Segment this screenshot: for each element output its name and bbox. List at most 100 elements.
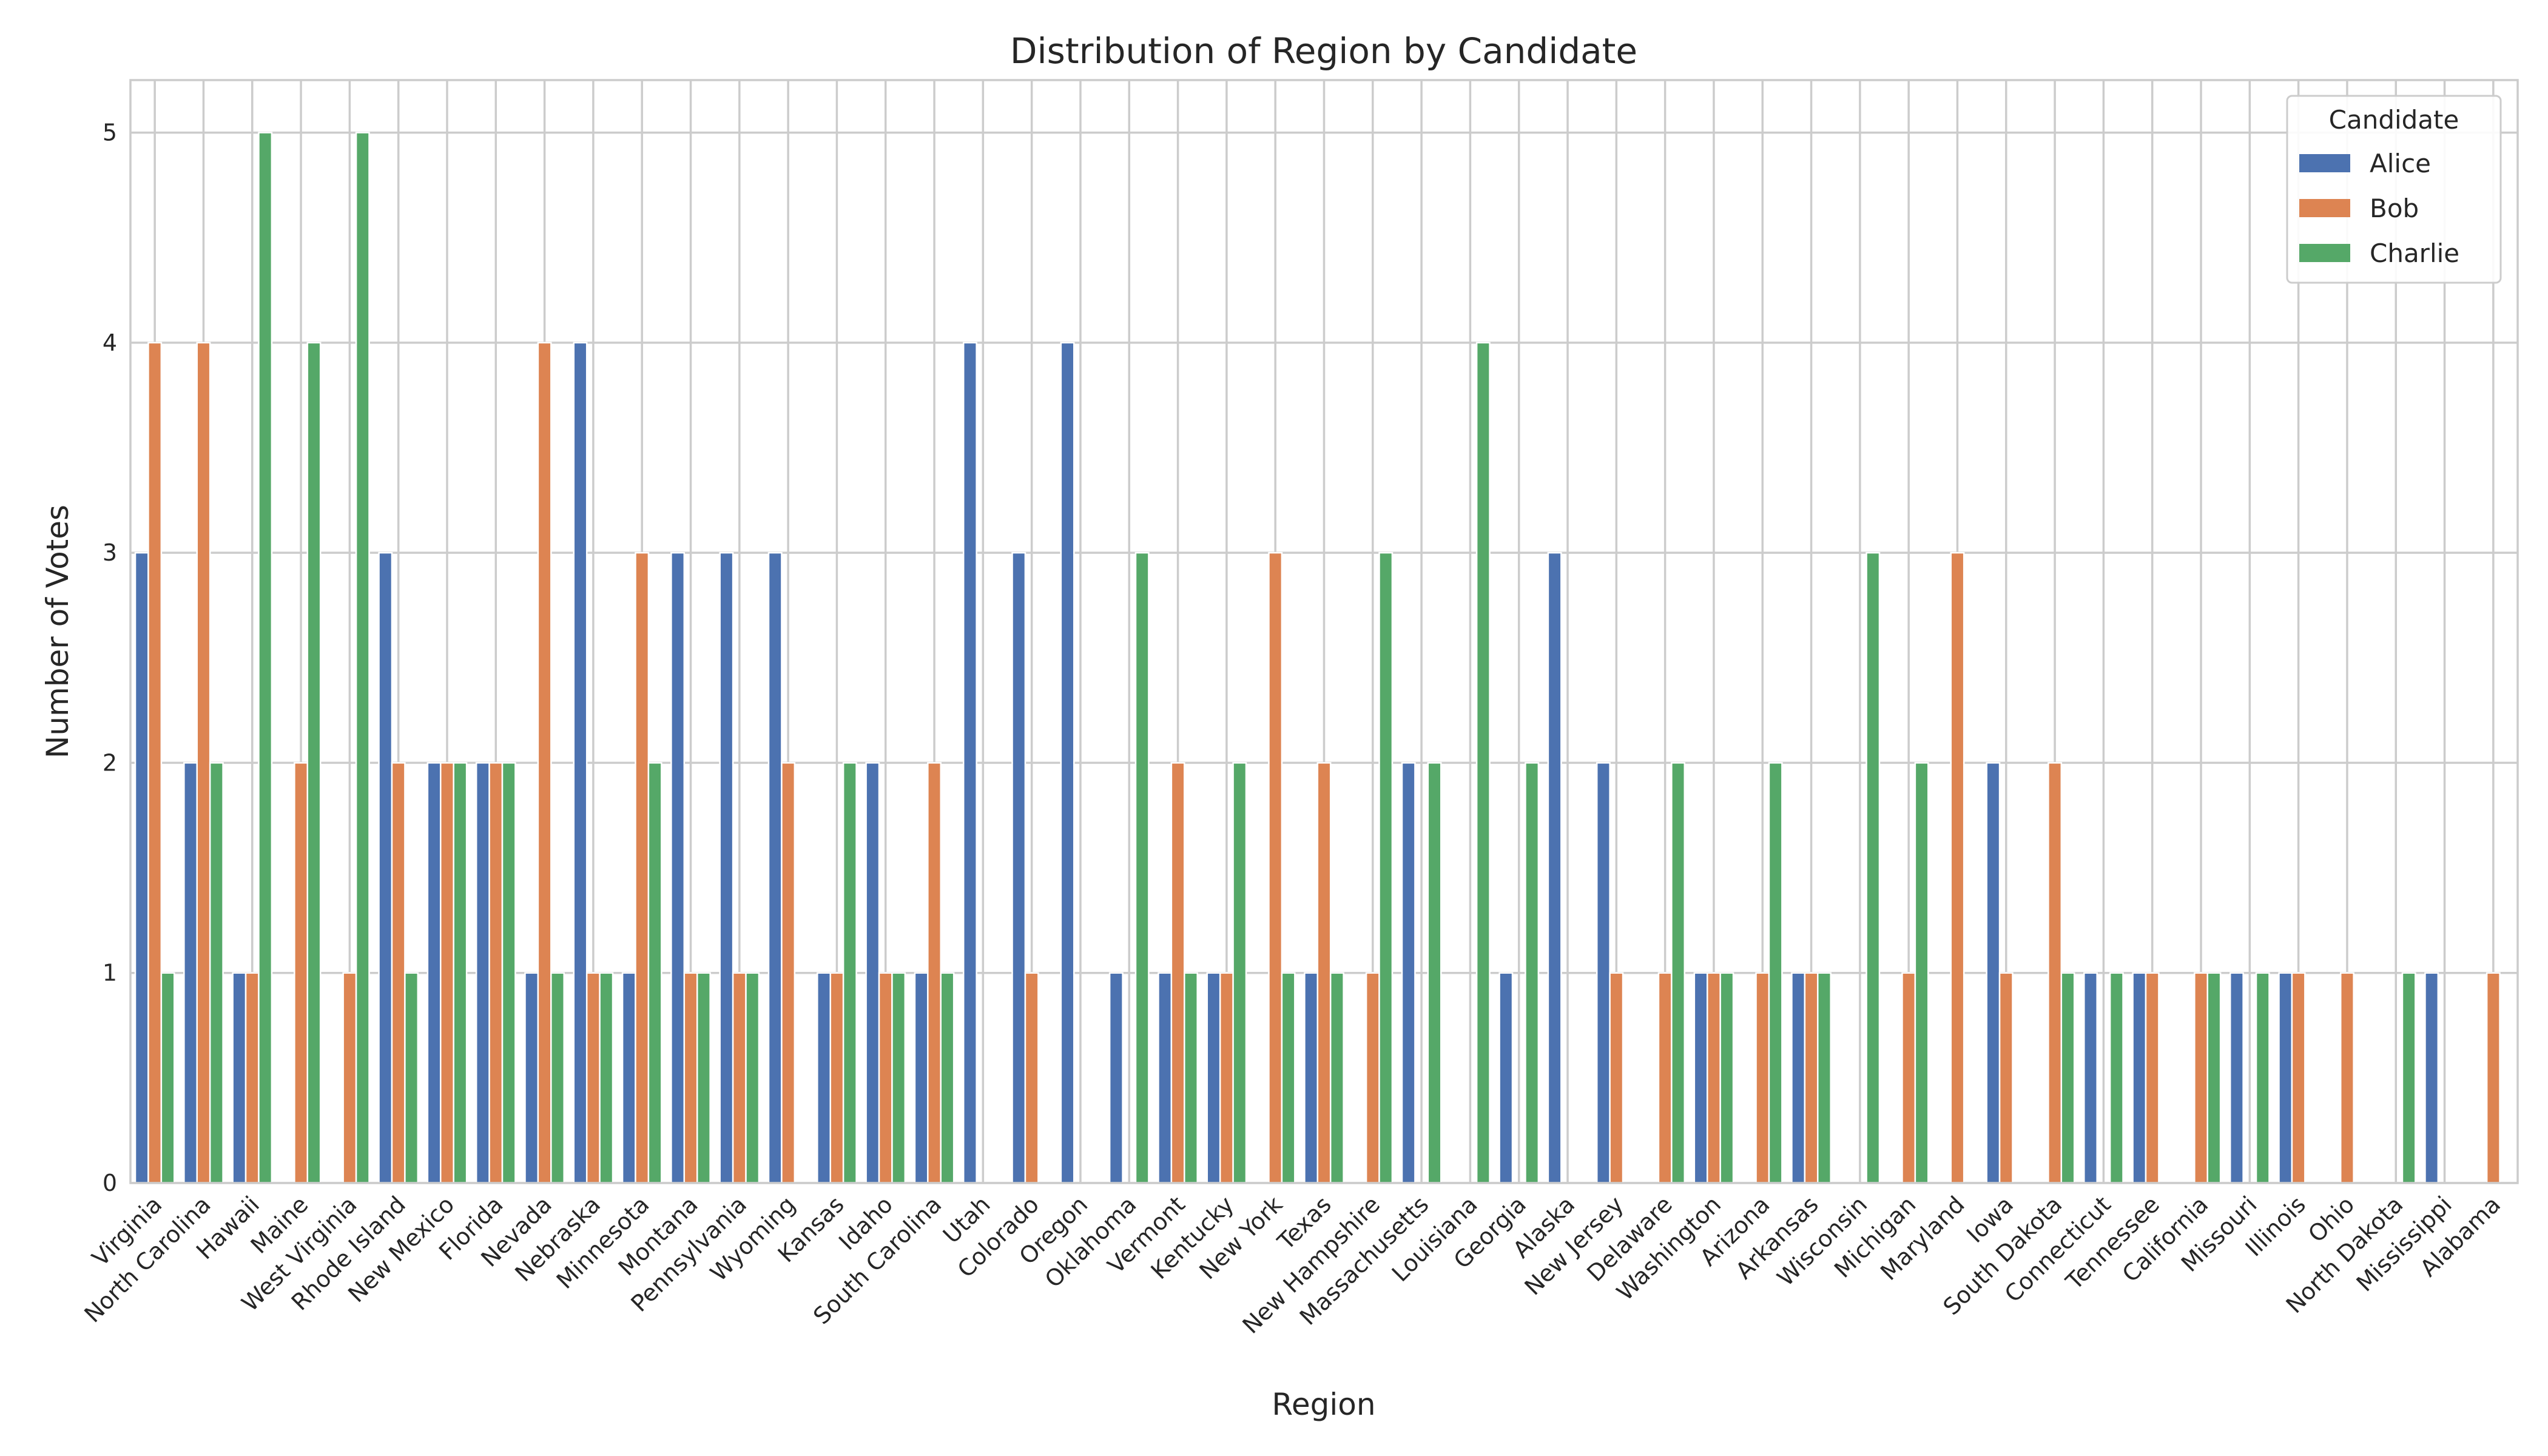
bar-charlie xyxy=(1525,762,1540,1184)
bar-charlie xyxy=(599,972,614,1184)
bar-alice xyxy=(1986,762,2001,1184)
bar-bob xyxy=(391,762,406,1184)
bar-alice xyxy=(232,972,247,1184)
bar-alice xyxy=(1498,972,1514,1184)
bar-alice xyxy=(2278,972,2293,1184)
legend-items: Alice Bob Charlie xyxy=(2299,149,2459,268)
bar-charlie xyxy=(550,972,565,1184)
bar-alice xyxy=(1693,972,1708,1184)
bar-bob xyxy=(147,342,163,1184)
bar-bob xyxy=(585,972,601,1184)
bar-bob xyxy=(342,972,357,1184)
bar-charlie xyxy=(1232,762,1247,1184)
bar-alice xyxy=(426,762,442,1184)
bar-bob xyxy=(2145,972,2160,1184)
bar-alice xyxy=(962,342,977,1184)
bar-charlie xyxy=(258,132,273,1184)
bar-charlie xyxy=(1719,972,1734,1184)
bar-bob xyxy=(2291,972,2306,1184)
bar-bob xyxy=(1170,762,1185,1184)
y-tick-label: 2 xyxy=(103,749,117,776)
plot-area-frame xyxy=(129,79,2519,1184)
bar-bob xyxy=(1755,972,1770,1184)
bar-charlie xyxy=(160,972,175,1184)
bar-alice xyxy=(719,551,734,1184)
bar-charlie xyxy=(2060,972,2075,1184)
bar-charlie xyxy=(1134,551,1150,1184)
bar-charlie xyxy=(1768,762,1783,1184)
bar-charlie xyxy=(453,762,468,1184)
bar-bob xyxy=(829,972,844,1184)
bar-bob xyxy=(2048,762,2063,1184)
bar-charlie xyxy=(1866,551,1881,1184)
bar-bob xyxy=(927,762,942,1184)
bar-bob xyxy=(537,342,552,1184)
bar-charlie xyxy=(1184,972,1198,1184)
bar-bob xyxy=(196,342,211,1184)
bar-charlie xyxy=(1427,762,1442,1184)
bar-bob xyxy=(488,762,504,1184)
legend-swatch-alice xyxy=(2299,154,2350,172)
bar-bob xyxy=(2339,972,2354,1184)
bar-charlie xyxy=(2401,972,2416,1184)
bar-charlie xyxy=(1914,762,1929,1184)
bar-charlie xyxy=(1281,972,1296,1184)
bar-alice xyxy=(2424,972,2439,1184)
bar-bob xyxy=(1024,972,1039,1184)
bar-charlie xyxy=(1817,972,1832,1184)
bar-bob xyxy=(1804,972,1819,1184)
bar-bob xyxy=(878,972,893,1184)
x-axis-title: Region xyxy=(1272,1387,1375,1422)
legend-title: Candidate xyxy=(2329,105,2459,135)
bar-charlie xyxy=(842,762,857,1184)
bar-alice xyxy=(1547,551,1562,1184)
bar-alice xyxy=(573,342,588,1184)
bar-alice xyxy=(2083,972,2098,1184)
bar-charlie xyxy=(306,342,322,1184)
legend: Candidate Alice Bob Charlie xyxy=(2286,95,2502,284)
bar-alice xyxy=(378,551,393,1184)
bar-bob xyxy=(1950,551,1965,1184)
bar-charlie xyxy=(355,132,370,1184)
bar-charlie xyxy=(1378,551,1394,1184)
y-axis-ticks: 0 1 2 3 4 5 xyxy=(103,120,117,1196)
bar-charlie xyxy=(2206,972,2222,1184)
bar-charlie xyxy=(2255,972,2270,1184)
bar-alice xyxy=(475,762,490,1184)
bar-bob xyxy=(1901,972,1916,1184)
y-axis-title: Number of Votes xyxy=(40,505,75,758)
bar-alice xyxy=(1108,972,1124,1184)
bar-bob xyxy=(683,972,698,1184)
bar-bob xyxy=(244,972,260,1184)
bar-alice xyxy=(1158,972,1173,1184)
bar-bob xyxy=(781,762,796,1184)
bar-charlie xyxy=(209,762,224,1184)
bar-charlie xyxy=(1329,972,1344,1184)
bar-bob xyxy=(1365,972,1380,1184)
bar-bob xyxy=(635,551,650,1184)
bar-charlie xyxy=(891,972,906,1184)
bar-alice xyxy=(524,972,539,1184)
bar-bob xyxy=(294,762,309,1184)
legend-label-alice: Alice xyxy=(2370,149,2431,178)
bar-charlie xyxy=(501,762,516,1184)
legend-swatch-bob xyxy=(2299,199,2350,217)
bar-alice xyxy=(865,762,880,1184)
bar-bob xyxy=(1316,762,1332,1184)
bars xyxy=(134,132,2501,1184)
bar-charlie xyxy=(1671,762,1686,1184)
bar-bob xyxy=(440,762,454,1184)
bar-charlie xyxy=(1475,342,1491,1184)
y-tick-label: 5 xyxy=(103,120,117,146)
bar-charlie xyxy=(696,972,711,1184)
bar-alice xyxy=(817,972,831,1184)
bar-alice xyxy=(767,551,783,1184)
bar-bob xyxy=(1706,972,1721,1184)
legend-box xyxy=(2286,95,2502,284)
bar-alice xyxy=(670,551,686,1184)
y-tick-label: 4 xyxy=(103,329,117,356)
bar-bob xyxy=(1657,972,1673,1184)
bar-bob xyxy=(1268,551,1283,1184)
